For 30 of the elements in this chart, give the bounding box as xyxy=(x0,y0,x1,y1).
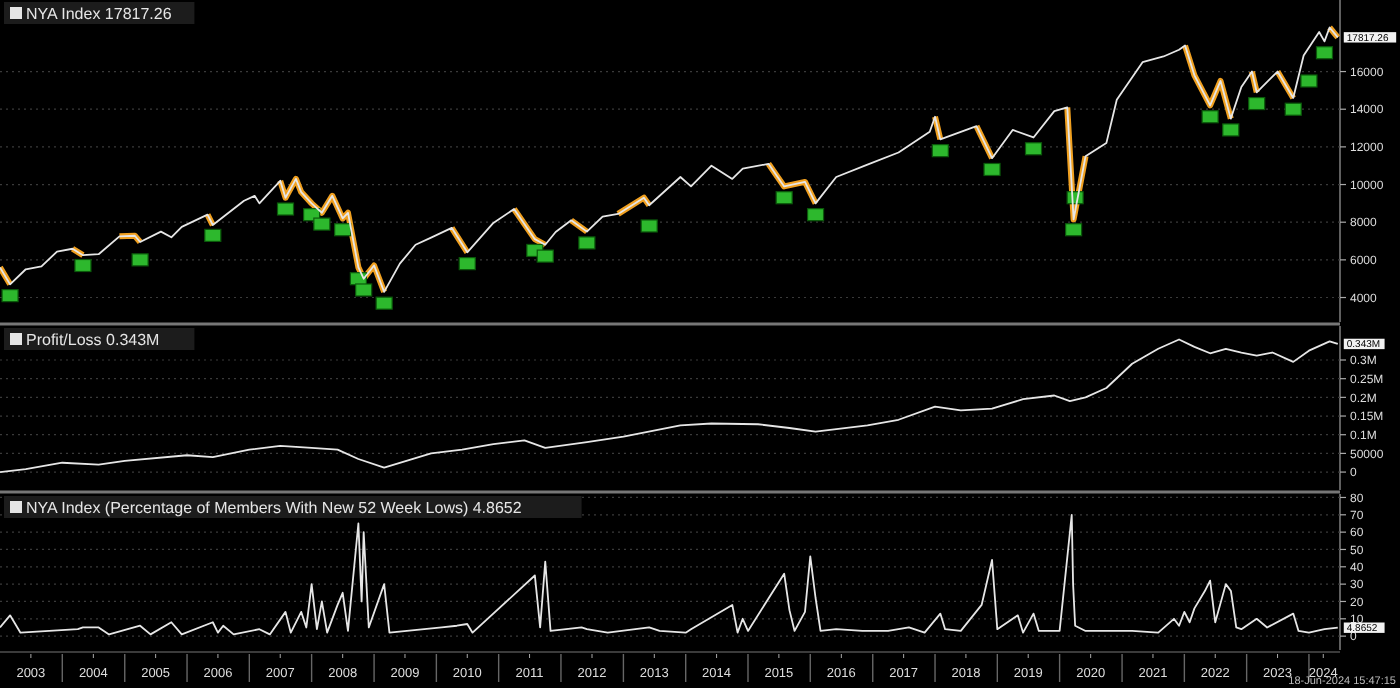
point xyxy=(375,296,393,310)
point xyxy=(1315,46,1334,60)
point xyxy=(1300,74,1318,88)
point xyxy=(74,258,92,273)
point xyxy=(775,191,793,205)
point xyxy=(276,202,295,216)
point xyxy=(983,162,1001,177)
line-series xyxy=(0,26,1339,293)
point xyxy=(578,236,596,250)
point xyxy=(334,223,352,237)
point xyxy=(458,257,476,271)
point xyxy=(204,228,222,242)
point xyxy=(806,208,825,222)
point xyxy=(355,283,373,297)
point xyxy=(1248,96,1266,111)
point xyxy=(1201,110,1219,124)
point xyxy=(536,249,554,263)
point xyxy=(640,219,658,233)
point xyxy=(1065,223,1083,237)
legend-label: NYA Index 17817.26 xyxy=(26,4,173,23)
point xyxy=(313,217,331,231)
point xyxy=(1284,102,1302,116)
point xyxy=(1024,142,1043,156)
point xyxy=(1222,123,1240,137)
legend-label: Profit/Loss 0.343M xyxy=(26,330,161,349)
point xyxy=(131,253,149,267)
line-series xyxy=(0,513,1339,636)
legend-label: NYA Index (Percentage of Members With New 52 Week Lows) 4.8652 xyxy=(26,498,523,517)
point xyxy=(931,144,949,158)
point xyxy=(1,289,19,303)
